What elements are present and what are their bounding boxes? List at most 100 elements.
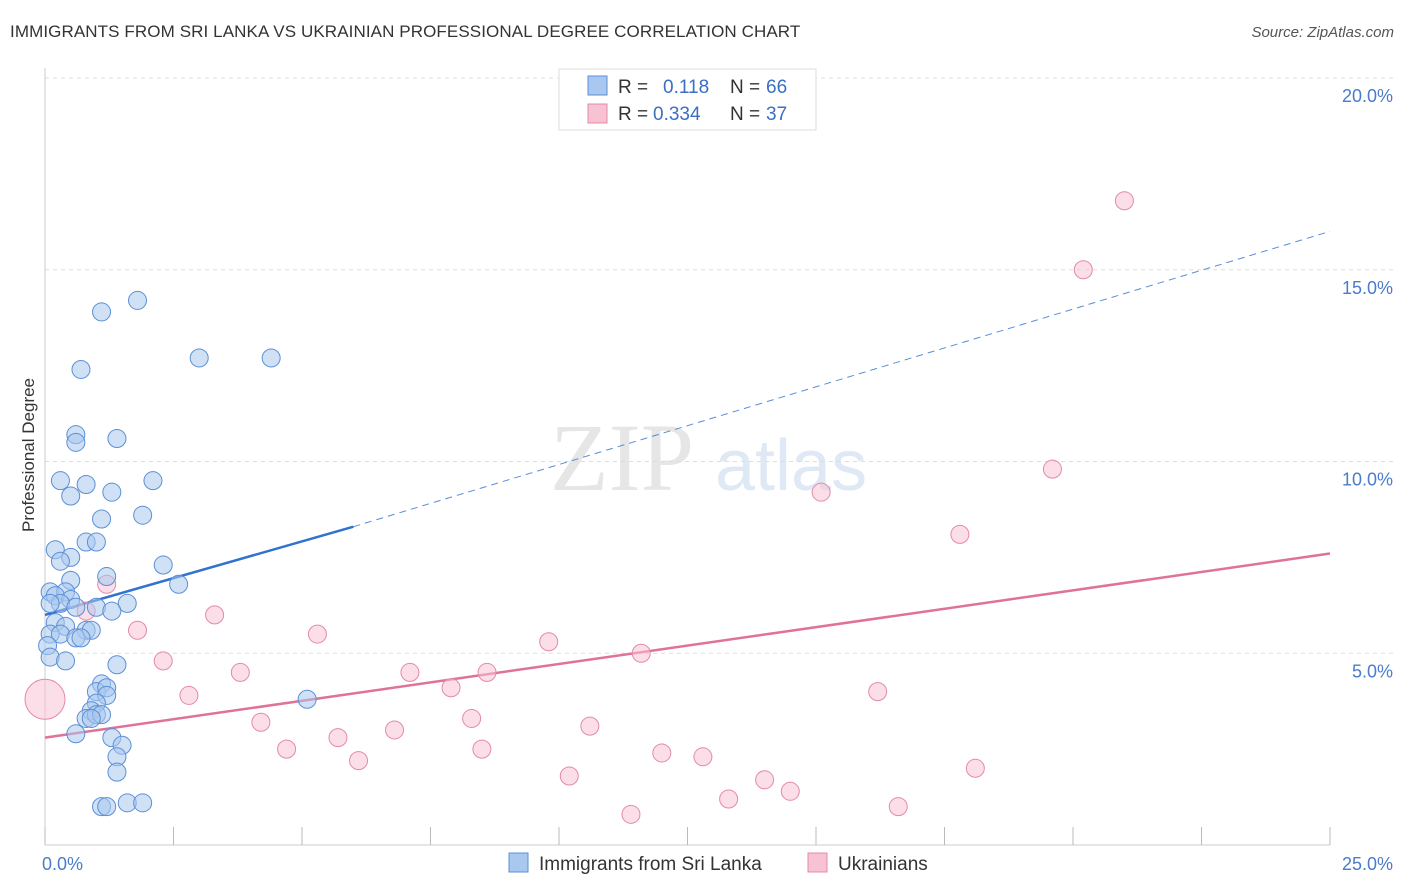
bottom-legend-label-1: Immigrants from Sri Lanka: [539, 854, 762, 875]
sri-lanka-point: [71, 359, 91, 379]
ukrainians-point: [328, 728, 348, 748]
watermark-atlas: atlas: [715, 426, 867, 506]
ukrainians-point: [24, 678, 66, 720]
tick-labels: 5.0% 10.0% 15.0% 20.0% 0.0% 25.0%: [42, 86, 1393, 874]
ukrainians-point: [780, 781, 800, 801]
sri-lanka-point: [143, 471, 163, 491]
sri-lanka-point: [66, 432, 86, 452]
sri-lanka-point: [40, 593, 60, 613]
y-tick-label: 15.0%: [1342, 278, 1393, 298]
ukrainians-point: [251, 712, 271, 732]
ukrainians-point: [950, 524, 970, 544]
ukrainians-point: [559, 766, 579, 786]
sri-lanka-point: [66, 724, 86, 744]
sri-lanka-point: [102, 482, 122, 502]
trendline-ukrainians: [44, 552, 1331, 739]
legend-r-label-2: R =: [618, 104, 648, 125]
sri-lanka-point: [92, 509, 112, 529]
sri-lanka-point: [86, 532, 106, 552]
sri-lanka-point: [107, 655, 127, 675]
watermark-zip: ZIP: [550, 404, 694, 511]
sri-lanka-point: [97, 797, 117, 817]
sri-lanka-point: [92, 302, 112, 322]
ukrainians-point: [441, 678, 461, 698]
ukrainians-point: [693, 747, 713, 767]
sri-lanka-point: [50, 551, 70, 571]
sri-lanka-point: [66, 597, 86, 617]
x-tick-label: 0.0%: [42, 854, 83, 874]
legend-r-value-2: 0.334: [653, 104, 701, 125]
ukrainians-point: [621, 804, 641, 824]
ukrainians-point: [965, 758, 985, 778]
sri-lanka-point: [71, 628, 91, 648]
sri-lanka-point: [102, 601, 122, 621]
ukrainians-point: [755, 770, 775, 790]
grid-lines: [45, 77, 1395, 654]
chart-source: Source: ZipAtlas.com: [1251, 24, 1394, 41]
sri-lanka-point: [97, 567, 117, 587]
y-tick-label: 10.0%: [1342, 470, 1393, 490]
sri-lanka-point: [133, 793, 153, 813]
ukrainians-point: [179, 685, 199, 705]
bottom-legend-label-2: Ukrainians: [838, 854, 928, 875]
ukrainians-point: [477, 662, 497, 682]
ukrainians-point: [400, 662, 420, 682]
ukrainians-point: [277, 739, 297, 759]
sri-lanka-point: [107, 762, 127, 782]
ukrainians-point: [1073, 260, 1093, 280]
legend-n-label-1: N =: [730, 77, 760, 98]
y-tick-label: 5.0%: [1352, 661, 1393, 681]
ukrainians-point: [631, 643, 651, 663]
y-tick-label: 20.0%: [1342, 86, 1393, 106]
sri-lanka-point: [261, 348, 281, 368]
ukrainians-points: [24, 191, 1134, 824]
sri-lanka-point: [128, 290, 148, 310]
ukrainians-point: [888, 797, 908, 817]
legend-n-label-2: N =: [730, 104, 760, 125]
bottom-legend-swatch-blue: [508, 852, 529, 873]
ukrainians-point: [472, 739, 492, 759]
ukrainians-point: [1114, 191, 1134, 211]
ukrainians-point: [652, 743, 672, 763]
ukrainians-point: [462, 708, 482, 728]
sri-lanka-point: [153, 555, 173, 575]
sri-lanka-points: [38, 290, 317, 817]
sri-lanka-point: [169, 574, 189, 594]
sri-lanka-point: [76, 475, 96, 495]
y-axis-title: Professional Degree: [19, 378, 38, 532]
sri-lanka-point: [81, 708, 101, 728]
sri-lanka-point: [117, 593, 137, 613]
legend-n-value-2: 37: [766, 104, 787, 125]
ukrainians-point: [205, 605, 225, 625]
ukrainians-point: [580, 716, 600, 736]
series-legend: Immigrants from Sri Lanka Ukrainians: [508, 852, 928, 875]
legend-r-value-1: 0.118: [663, 77, 709, 98]
bottom-legend-swatch-pink: [807, 852, 828, 873]
ukrainians-point: [868, 682, 888, 702]
sri-lanka-point: [133, 505, 153, 525]
ukrainians-point: [811, 482, 831, 502]
legend-swatch-pink: [587, 103, 608, 124]
sri-lanka-point: [56, 651, 76, 671]
ukrainians-point: [719, 789, 739, 809]
trendline-sri-lanka-extension: [353, 230, 1331, 528]
x-tick-label: 25.0%: [1342, 854, 1393, 874]
sri-lanka-point: [107, 428, 127, 448]
ukrainians-point: [1042, 459, 1062, 479]
sri-lanka-point: [50, 471, 70, 491]
legend-r-label-1: R =: [618, 77, 648, 98]
ukrainians-point: [385, 720, 405, 740]
sri-lanka-point: [297, 689, 317, 709]
sri-lanka-point: [189, 348, 209, 368]
axes: [44, 68, 1331, 846]
sri-lanka-point: [61, 486, 81, 506]
ukrainians-point: [539, 632, 559, 652]
ukrainians-point: [307, 624, 327, 644]
ukrainians-point: [153, 651, 173, 671]
chart-title: IMMIGRANTS FROM SRI LANKA VS UKRAINIAN P…: [10, 22, 801, 41]
legend-swatch-blue: [587, 75, 608, 96]
ukrainians-point: [349, 751, 369, 771]
legend-n-value-1: 66: [766, 77, 787, 98]
ukrainians-point: [230, 662, 250, 682]
